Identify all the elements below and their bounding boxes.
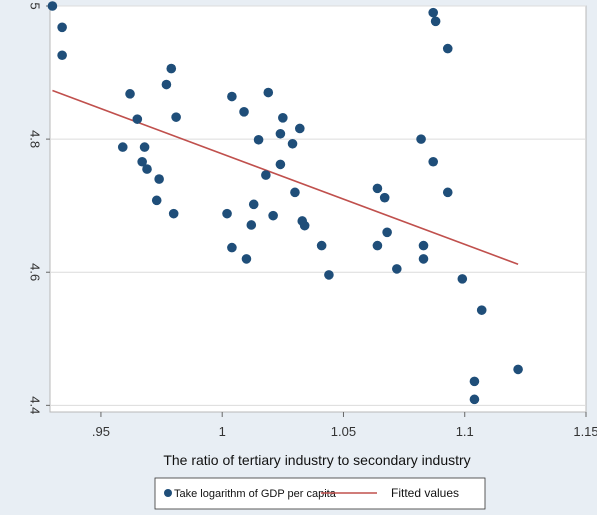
data-point [275,128,286,139]
legend-label-gdp: Take logarithm of GDP per capita [174,488,337,500]
x-tick-label: 1.05 [331,424,356,439]
data-point [416,134,426,144]
x-tick-label: .95 [92,424,110,439]
data-point [227,91,237,102]
data-point [469,376,480,387]
data-point [166,63,177,74]
data-point [428,156,439,167]
data-point [154,174,164,184]
data-point [299,220,310,231]
data-point [442,187,453,198]
plot-area [49,5,587,413]
data-point [139,142,150,152]
data-point [392,264,402,274]
data-point [137,156,147,167]
legend-box [154,477,486,510]
data-point [171,112,181,122]
data-point [418,240,429,251]
data-point [253,134,264,145]
x-axis-label: The ratio of tertiary industry to second… [163,452,470,468]
data-point [275,159,286,170]
y-tick-label: 4.4 [28,396,43,414]
data-point [372,240,383,251]
data-point [457,274,468,284]
data-point [142,164,152,174]
data-point [324,270,334,280]
data-point [278,113,288,123]
data-point [316,240,327,251]
data-point [428,7,439,18]
data-point [47,1,58,11]
data-point [372,183,383,194]
data-point [442,43,453,54]
data-point [227,242,237,253]
x-tick-label: 1.15 [573,424,597,439]
x-tick-label: 1 [219,424,226,439]
data-point [57,22,67,33]
data-point [290,187,300,198]
data-point [476,305,487,315]
data-point [57,50,67,61]
data-point [161,79,172,90]
data-point [125,89,135,99]
data-point [287,138,298,149]
data-point [246,220,257,230]
y-tick-label: 4.8 [28,130,43,148]
fitted-line-layer [52,89,519,265]
data-point [379,192,390,203]
data-point [222,208,232,219]
fitted-values-line [52,89,519,265]
data-point [295,123,305,134]
data-point [151,195,162,206]
data-point [132,114,143,124]
data-point [241,254,252,264]
legend-marker-dot [164,489,172,497]
x-tick-label: 1.1 [456,424,474,439]
data-point [261,170,271,180]
data-point [117,142,128,152]
data-point [168,208,179,219]
data-point [513,364,523,375]
data-point [263,87,274,98]
scatter-points [47,1,523,405]
data-point [469,394,480,405]
data-point [268,210,278,221]
data-point [239,107,249,117]
y-tick-label: 5 [28,2,43,9]
legend: Take logarithm of GDP per capita Fitted … [154,477,486,510]
y-tick-label: 4.6 [28,263,43,281]
data-point [382,227,392,238]
data-point [430,16,441,27]
legend-label-fitted: Fitted values [391,486,459,500]
data-point [248,199,259,210]
grid-lines [50,5,586,406]
data-point [418,254,429,264]
